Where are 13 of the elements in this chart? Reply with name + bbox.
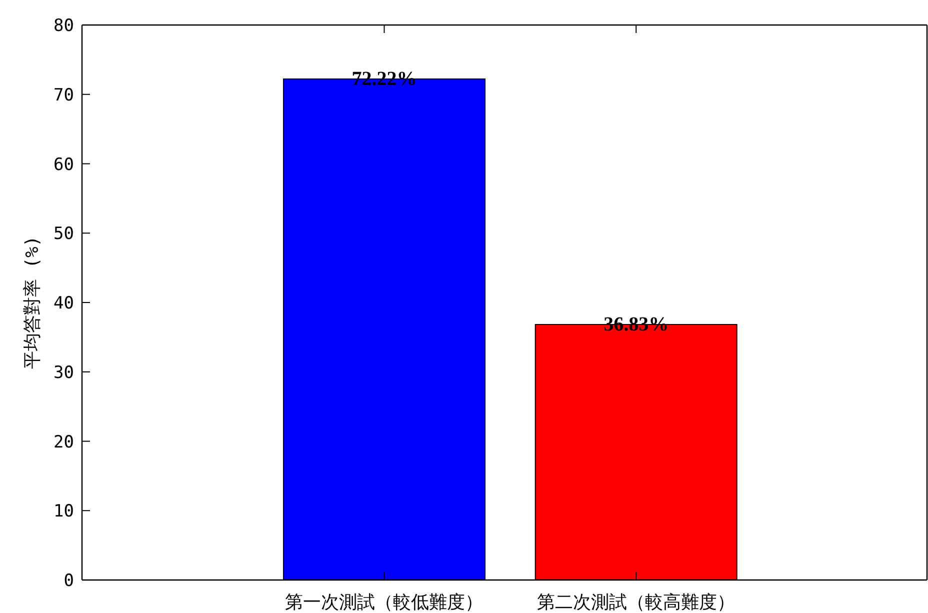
y-tick-label: 0 [64,571,74,591]
y-tick-label: 10 [54,502,74,522]
y-tick-label: 20 [54,432,74,452]
x-tick-label: 第一次測試（較低難度） [285,592,484,613]
y-tick-label: 60 [54,154,74,175]
y-tick-label: 50 [54,224,74,244]
y-tick-label: 30 [54,362,74,383]
y-tick-label: 80 [54,16,74,36]
y-tick-label: 70 [54,85,74,106]
y-tick-label: 40 [54,294,74,314]
x-tick-label: 第二次測試（較高難度） [537,592,736,613]
data-label: 72.22% [352,68,417,90]
y-axis-title: 平均答對率 (%) [22,236,43,370]
